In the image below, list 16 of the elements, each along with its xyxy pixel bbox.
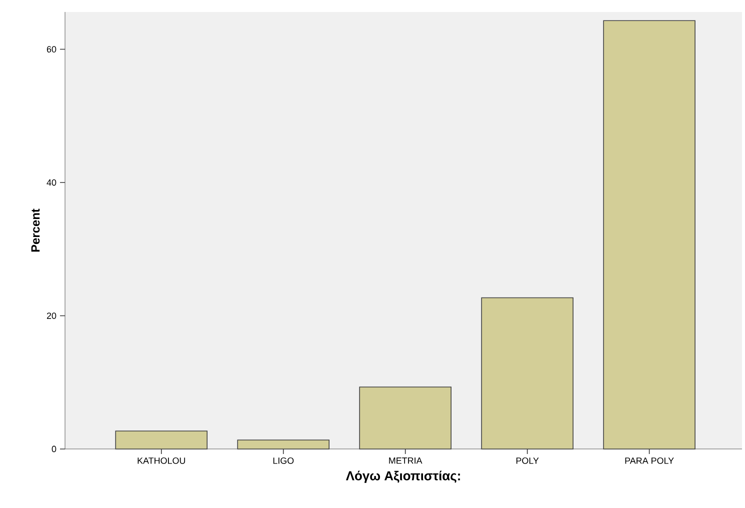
x-tick-label: KATHOLOU xyxy=(138,458,186,464)
y-tick-label: 20 xyxy=(46,312,56,319)
x-tick-label: POLY xyxy=(516,458,539,464)
y-tick-label: 60 xyxy=(46,46,56,52)
x-axis-title: Λόγω Αξιοπιστίας: xyxy=(346,470,460,483)
y-axis-title: Percent xyxy=(31,208,40,252)
x-tick-label: METRIA xyxy=(389,458,422,464)
bar xyxy=(481,297,574,450)
y-tick-label: 0 xyxy=(52,446,56,452)
bar xyxy=(359,386,452,450)
bar xyxy=(115,430,208,450)
bar xyxy=(237,440,330,450)
x-tick-label: PARA POLY xyxy=(625,458,674,464)
bar xyxy=(603,20,696,450)
x-tick-label: LIGO xyxy=(273,458,294,464)
y-tick-label: 40 xyxy=(46,179,56,186)
